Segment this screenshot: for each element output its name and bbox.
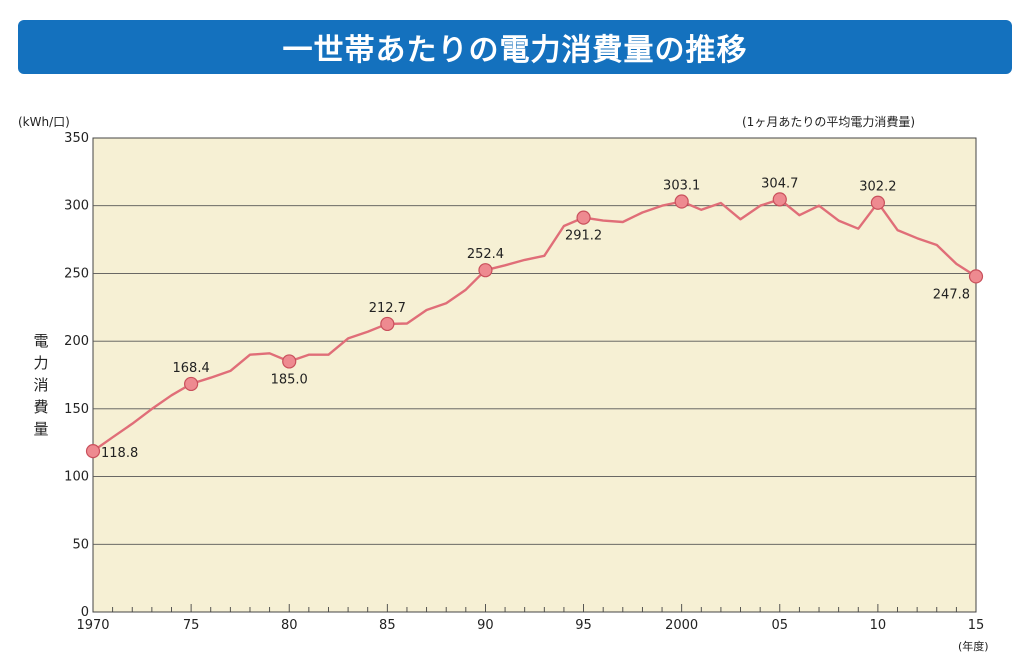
chart-note: (1ヶ月あたりの平均電力消費量): [742, 115, 915, 129]
x-tick-label: 10: [870, 618, 887, 633]
x-tick-label: 15: [968, 618, 985, 633]
data-label: 118.8: [101, 446, 138, 461]
y-tick-label: 150: [64, 402, 89, 417]
data-label: 168.4: [173, 361, 210, 376]
data-label: 303.1: [663, 179, 700, 194]
data-label: 304.7: [761, 176, 798, 191]
y-tick-label: 100: [64, 470, 89, 485]
x-tick-label: 90: [477, 618, 494, 633]
x-tick-label: 95: [575, 618, 592, 633]
data-point-marker: [380, 316, 395, 332]
y-tick-label: 50: [72, 537, 89, 552]
x-tick-label: 75: [183, 618, 200, 633]
data-label: 212.7: [369, 301, 406, 316]
data-point-marker: [772, 192, 787, 207]
plot-area: [92, 137, 977, 613]
data-point-marker: [674, 194, 689, 209]
data-label: 302.2: [859, 180, 896, 195]
y-unit-label: (kWh/口): [18, 115, 70, 129]
x-unit-label: (年度): [958, 640, 989, 653]
series-line: [92, 198, 977, 453]
data-point-marker: [968, 269, 984, 284]
y-axis-label: 電力消費量: [33, 332, 49, 438]
y-tick-label: 250: [64, 266, 89, 281]
y-tick-label: 0: [81, 605, 89, 620]
data-point-marker: [282, 354, 297, 369]
data-point-marker: [184, 376, 199, 392]
y-tick-label: 300: [64, 199, 89, 214]
data-point-marker: [870, 195, 885, 210]
data-label: 291.2: [565, 229, 602, 244]
x-tick-label: 1970: [76, 618, 109, 633]
y-tick-label: 350: [64, 131, 89, 146]
x-tick-label: 85: [379, 618, 396, 633]
x-tick-label: 05: [772, 618, 789, 633]
data-point-marker: [576, 210, 591, 225]
data-point-marker: [478, 263, 493, 278]
x-tick-label: 2000: [665, 618, 698, 633]
y-tick-label: 200: [64, 334, 89, 349]
data-label: 185.0: [271, 372, 308, 387]
data-label: 252.4: [467, 247, 504, 262]
x-tick-label: 80: [281, 618, 298, 633]
data-label: 247.8: [933, 287, 970, 302]
chart-title: 一世帯あたりの電力消費量の推移: [18, 20, 1012, 74]
data-point-marker: [85, 444, 101, 459]
